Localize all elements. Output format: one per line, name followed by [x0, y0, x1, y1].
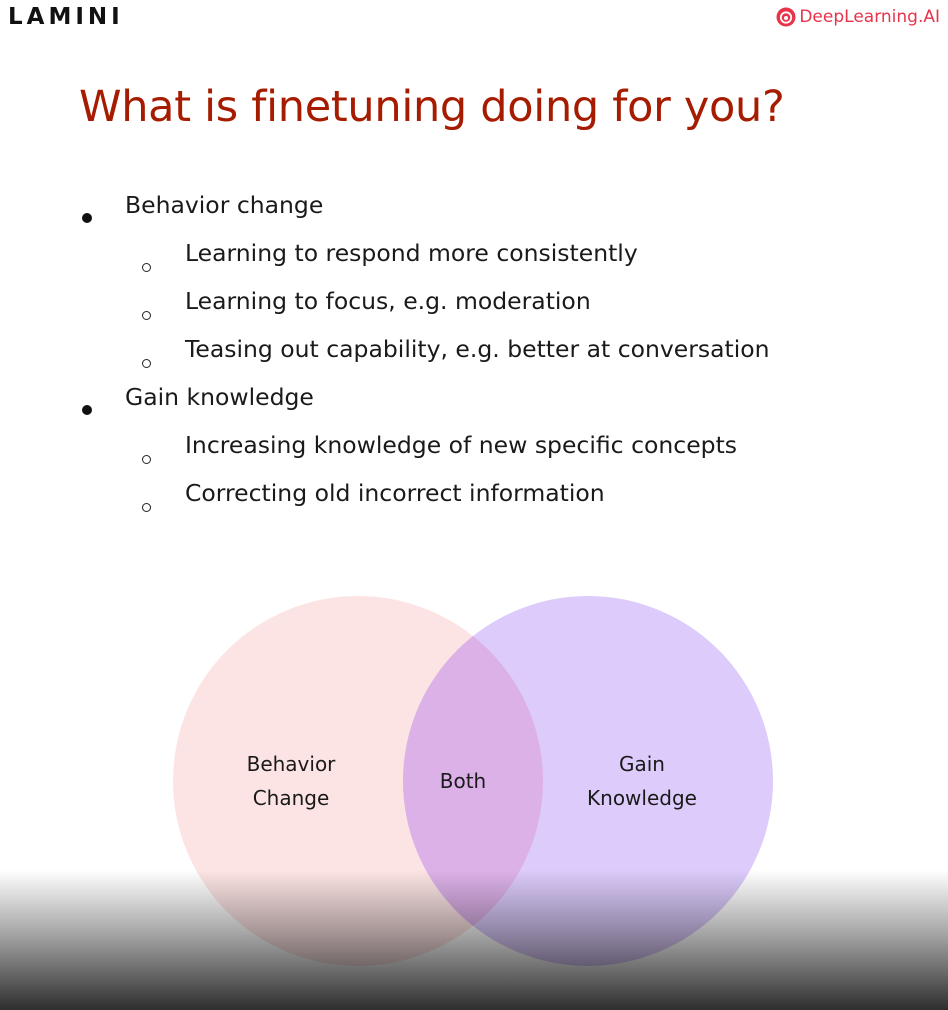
bullet-circle-icon: [142, 503, 151, 512]
deeplearning-ai-logo-icon: [776, 7, 796, 27]
bullet-item: Gain knowledge: [82, 382, 314, 415]
venn-label-gain-knowledge: Gain Knowledge: [587, 752, 697, 810]
sub-bullet-text: Learning to focus, e.g. moderation: [185, 287, 591, 315]
bullet-circle-icon: [142, 359, 151, 368]
venn-label-both: Both: [439, 769, 487, 793]
venn-label-behavior-change: Behavior Change: [246, 752, 336, 810]
sub-bullet-item: Increasing knowledge of new specific con…: [142, 430, 738, 464]
sub-bullet-text: Correcting old incorrect information: [185, 479, 605, 507]
slide-title: What is finetuning doing for you?: [79, 82, 785, 132]
bullet-text: Gain knowledge: [125, 383, 314, 411]
sub-bullet-item: Teasing out capability, e.g. better at c…: [142, 334, 770, 368]
sub-bullet-item: Learning to focus, e.g. moderation: [142, 286, 591, 320]
bullet-dot-icon: [82, 213, 92, 223]
bullet-circle-icon: [142, 311, 151, 320]
bullet-text: Behavior change: [125, 191, 324, 219]
sub-bullet-text: Teasing out capability, e.g. better at c…: [185, 335, 770, 363]
sub-bullet-item: Learning to respond more consistently: [142, 238, 638, 272]
deeplearning-ai-wordmark: DeepLearning.AI: [799, 7, 940, 27]
sub-bullet-item: Correcting old incorrect information: [142, 478, 605, 512]
lamini-logo: LAMINI: [8, 4, 124, 30]
bullet-circle-icon: [142, 455, 151, 464]
bullet-circle-icon: [142, 263, 151, 272]
bullet-item: Behavior change: [82, 190, 324, 223]
deeplearning-ai-logo: DeepLearning.AI: [776, 7, 940, 27]
bullet-dot-icon: [82, 405, 92, 415]
sub-bullet-text: Increasing knowledge of new specific con…: [185, 431, 738, 459]
sub-bullet-text: Learning to respond more consistently: [185, 239, 638, 267]
